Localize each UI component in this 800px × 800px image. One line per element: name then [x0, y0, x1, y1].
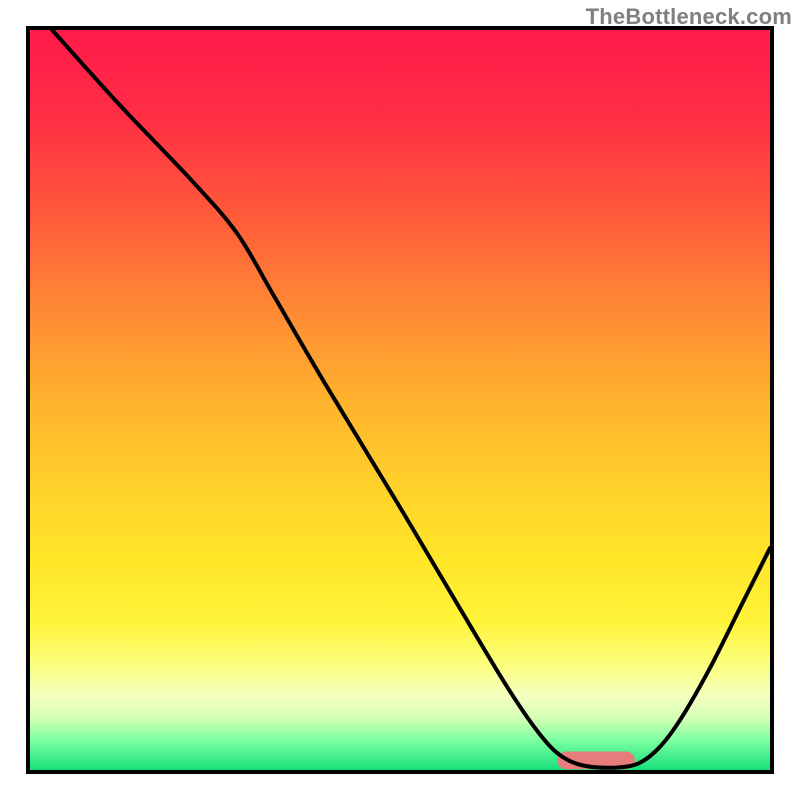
- chart-container: TheBottleneck.com: [0, 0, 800, 800]
- chart-svg: [0, 0, 800, 800]
- watermark-text: TheBottleneck.com: [586, 4, 792, 30]
- gradient-background: [30, 30, 770, 770]
